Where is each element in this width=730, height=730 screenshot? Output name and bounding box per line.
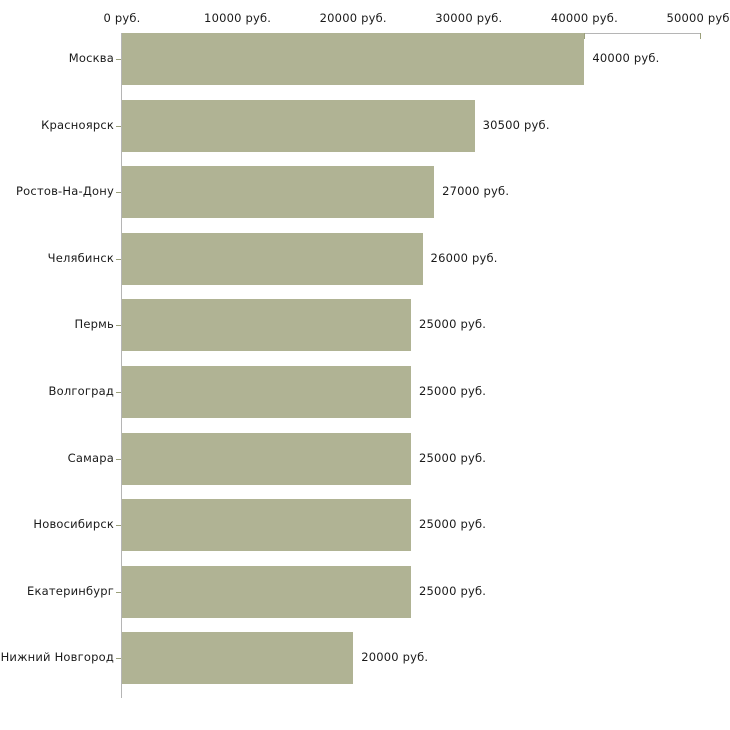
bar[interactable] <box>122 565 411 618</box>
category-label[interactable]: Москва <box>68 51 114 65</box>
bar-value-label: 25000 руб. <box>419 450 487 465</box>
bar-value-label: 30500 руб. <box>482 117 550 132</box>
bar[interactable] <box>122 299 411 352</box>
category-label[interactable]: Екатеринбург <box>27 583 114 598</box>
x-axis-tick-label: 20000 руб. <box>319 11 387 25</box>
category-label[interactable]: Челябинск <box>47 250 114 265</box>
y-axis-tick <box>116 458 121 460</box>
y-axis-tick <box>116 591 121 593</box>
bar-value-label: 40000 руб. <box>592 51 660 65</box>
bar-value-label: 25000 руб. <box>419 317 487 332</box>
x-axis-tick-label: 10000 руб. <box>204 11 272 25</box>
bar[interactable] <box>122 166 435 219</box>
bar-value-label: 27000 руб. <box>442 184 510 199</box>
category-label[interactable]: Новосибирск <box>33 517 114 532</box>
y-axis-tick <box>116 125 121 127</box>
x-axis-tick <box>584 33 586 39</box>
bar[interactable] <box>122 99 475 152</box>
y-axis-tick <box>116 658 121 660</box>
bar[interactable] <box>122 33 585 85</box>
bar-value-label: 25000 руб. <box>419 517 487 532</box>
y-axis-tick <box>116 325 121 327</box>
y-axis-tick <box>116 525 121 527</box>
bar-value-label: 26000 руб. <box>430 250 498 265</box>
bar-value-label: 25000 руб. <box>419 583 487 598</box>
bar[interactable] <box>122 366 411 418</box>
category-label[interactable]: Пермь <box>74 317 114 332</box>
bar[interactable] <box>122 632 354 685</box>
y-axis-tick <box>116 192 121 194</box>
y-axis-tick <box>116 258 121 260</box>
category-label[interactable]: Самара <box>67 450 114 465</box>
category-label[interactable]: Ростов-На-Дону <box>16 184 114 199</box>
y-axis-tick <box>116 392 121 393</box>
x-axis-tick <box>700 33 701 39</box>
category-label[interactable]: Нижний Новгород <box>0 650 114 665</box>
bar[interactable] <box>122 432 411 485</box>
x-axis-tick-label: 40000 руб. <box>550 11 618 25</box>
category-label[interactable]: Красноярск <box>41 117 114 132</box>
category-label[interactable]: Волгоград <box>48 384 114 398</box>
bar-value-label: 25000 руб. <box>419 384 487 398</box>
x-axis-tick-label: 30000 руб. <box>435 11 503 25</box>
y-axis-line <box>121 33 122 698</box>
bar-value-label: 20000 руб. <box>361 650 429 665</box>
y-axis-tick <box>116 59 121 60</box>
bar[interactable] <box>122 499 411 552</box>
bar[interactable] <box>122 232 423 285</box>
x-axis-tick-label: 50000 руб. <box>666 11 730 25</box>
x-axis-tick-label: 0 руб. <box>103 11 141 25</box>
